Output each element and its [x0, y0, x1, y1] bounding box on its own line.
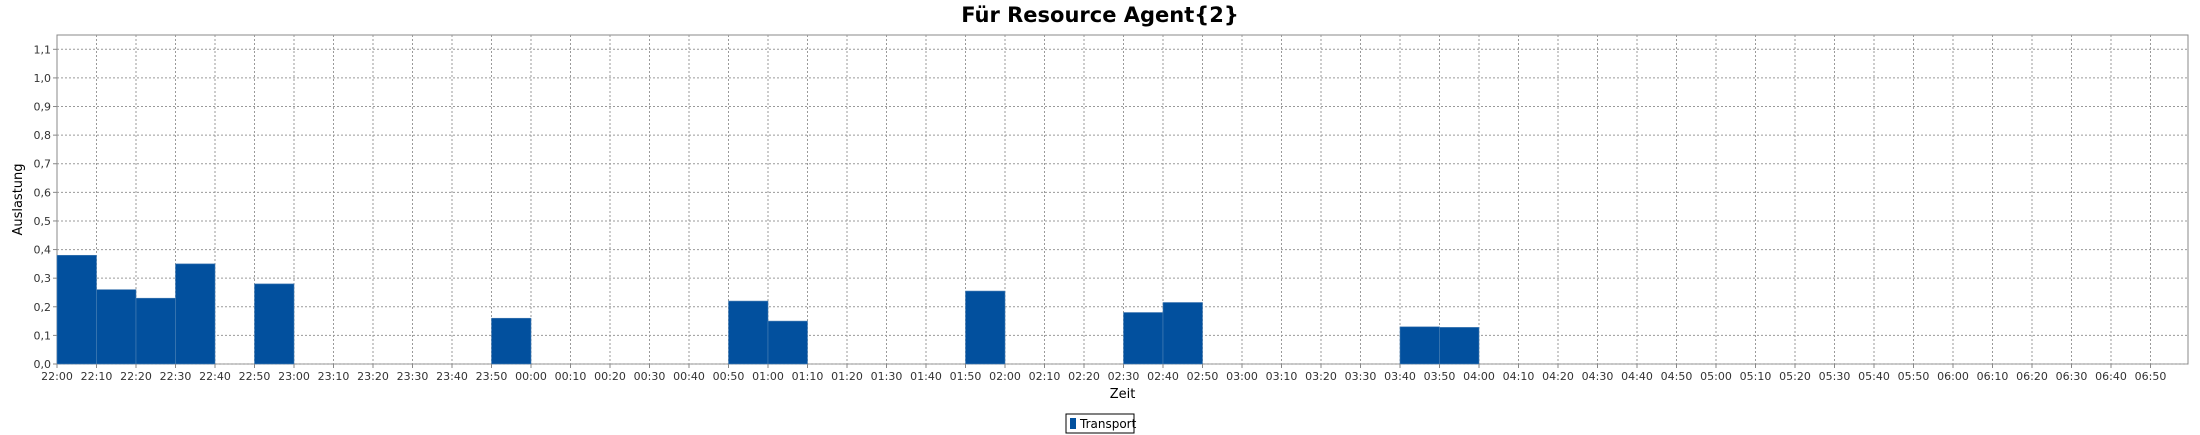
x-tick-label: 05:10 [1740, 370, 1772, 383]
x-tick-label: 03:40 [1384, 370, 1416, 383]
bar-01:00 [767, 320, 808, 365]
x-tick-label: 03:50 [1424, 370, 1456, 383]
x-tick-label: 06:40 [2095, 370, 2127, 383]
x-tick-label: 22:50 [239, 370, 271, 383]
x-tick-label: 00:40 [673, 370, 705, 383]
y-axis-label: Auslastung [11, 163, 26, 235]
y-tick-label: 0,1 [34, 329, 52, 342]
x-tick-label: 23:50 [476, 370, 508, 383]
x-tick-label: 23:30 [397, 370, 429, 383]
y-tick-label: 0,0 [34, 358, 52, 371]
x-tick-label: 22:40 [199, 370, 231, 383]
x-tick-label: 04:50 [1661, 370, 1693, 383]
x-tick-label: 04:20 [1542, 370, 1574, 383]
chart-title: Für Resource Agent{2} [961, 3, 1239, 27]
bar-22:30 [175, 263, 216, 365]
x-tick-label: 02:50 [1187, 370, 1219, 383]
y-tick-label: 0,2 [34, 301, 52, 314]
y-tick-label: 0,7 [34, 158, 52, 171]
x-tick-label: 00:00 [515, 370, 547, 383]
x-tick-label: 05:20 [1779, 370, 1811, 383]
x-tick-label: 01:10 [792, 370, 824, 383]
x-tick-label: 01:00 [752, 370, 784, 383]
x-tick-label: 05:40 [1858, 370, 1890, 383]
x-tick-label: 02:00 [989, 370, 1021, 383]
legend-box [1065, 413, 1135, 434]
x-tick-label: 23:00 [278, 370, 310, 383]
x-tick-label: 02:30 [1108, 370, 1140, 383]
bar-00:50 [728, 300, 769, 365]
y-tick-label: 0,8 [34, 129, 52, 142]
x-tick-label: 00:10 [555, 370, 587, 383]
y-tick-label: 1,0 [34, 72, 52, 85]
x-axis-label: Zeit [1110, 387, 1136, 402]
bar-22:00 [56, 254, 97, 365]
x-tick-label: 06:50 [2135, 370, 2167, 383]
y-tick-label: 0,6 [34, 186, 52, 199]
x-tick-label: 23:10 [318, 370, 350, 383]
x-tick-label: 02:10 [1029, 370, 1061, 383]
y-tick-label: 0,9 [34, 101, 52, 114]
y-tick-label: 0,3 [34, 272, 52, 285]
grid-lines [57, 35, 2188, 365]
x-tick-label: 22:00 [41, 370, 73, 383]
x-tick-label: 06:10 [1977, 370, 2009, 383]
x-tick-label: 01:20 [831, 370, 863, 383]
x-tick-label: 00:20 [594, 370, 626, 383]
legend: Transport [1065, 413, 1137, 434]
x-tick-label: 05:00 [1700, 370, 1732, 383]
x-tick-label: 06:00 [1937, 370, 1969, 383]
bar-23:50 [491, 317, 532, 365]
bar-22:20 [135, 297, 176, 365]
legend-swatch-transport [1070, 418, 1076, 429]
bar-22:10 [96, 289, 137, 365]
y-tick-label: 0,5 [34, 215, 52, 228]
bar-03:50 [1439, 327, 1480, 365]
x-tick-label: 22:20 [120, 370, 152, 383]
x-axis-ticks: 22:00 22:10 22:20 22:30 22:40 22:50 23:00 23:10… [41, 364, 2166, 383]
legend-label-transport: Transport [1079, 417, 1137, 431]
x-tick-label: 01:30 [871, 370, 903, 383]
bar-series-transport [56, 254, 1480, 365]
x-tick-label: 22:10 [81, 370, 113, 383]
x-tick-label: 23:20 [357, 370, 389, 383]
x-tick-label: 03:10 [1266, 370, 1298, 383]
x-tick-label: 03:30 [1345, 370, 1377, 383]
x-tick-label: 04:30 [1582, 370, 1614, 383]
x-tick-label: 01:50 [950, 370, 982, 383]
x-tick-label: 04:40 [1621, 370, 1653, 383]
x-tick-label: 23:40 [436, 370, 468, 383]
x-tick-label: 04:10 [1503, 370, 1535, 383]
x-tick-label: 02:40 [1147, 370, 1179, 383]
y-tick-label: 1,1 [34, 43, 52, 56]
x-tick-label: 03:00 [1226, 370, 1258, 383]
x-tick-label: 04:00 [1463, 370, 1495, 383]
x-tick-label: 22:30 [160, 370, 192, 383]
x-tick-label: 06:30 [2056, 370, 2088, 383]
bar-03:40 [1399, 326, 1440, 365]
bar-02:30 [1123, 312, 1164, 365]
x-tick-label: 05:30 [1819, 370, 1851, 383]
y-axis-ticks: 0,0 0,1 0,2 0,3 0,4 0,5 0,6 0,7 0,8 0,9 1,0 1,1 [34, 43, 57, 371]
bar-01:50 [965, 290, 1006, 365]
x-tick-label: 02:20 [1068, 370, 1100, 383]
bar-02:40 [1162, 302, 1203, 365]
x-tick-label: 03:20 [1305, 370, 1337, 383]
x-tick-label: 06:20 [2016, 370, 2048, 383]
x-tick-label: 05:50 [1898, 370, 1930, 383]
x-tick-label: 01:40 [910, 370, 942, 383]
y-tick-label: 0,4 [34, 244, 52, 257]
bar-22:50 [254, 283, 295, 365]
x-tick-label: 00:50 [713, 370, 745, 383]
x-tick-label: 00:30 [634, 370, 666, 383]
plot-area [56, 34, 2189, 365]
